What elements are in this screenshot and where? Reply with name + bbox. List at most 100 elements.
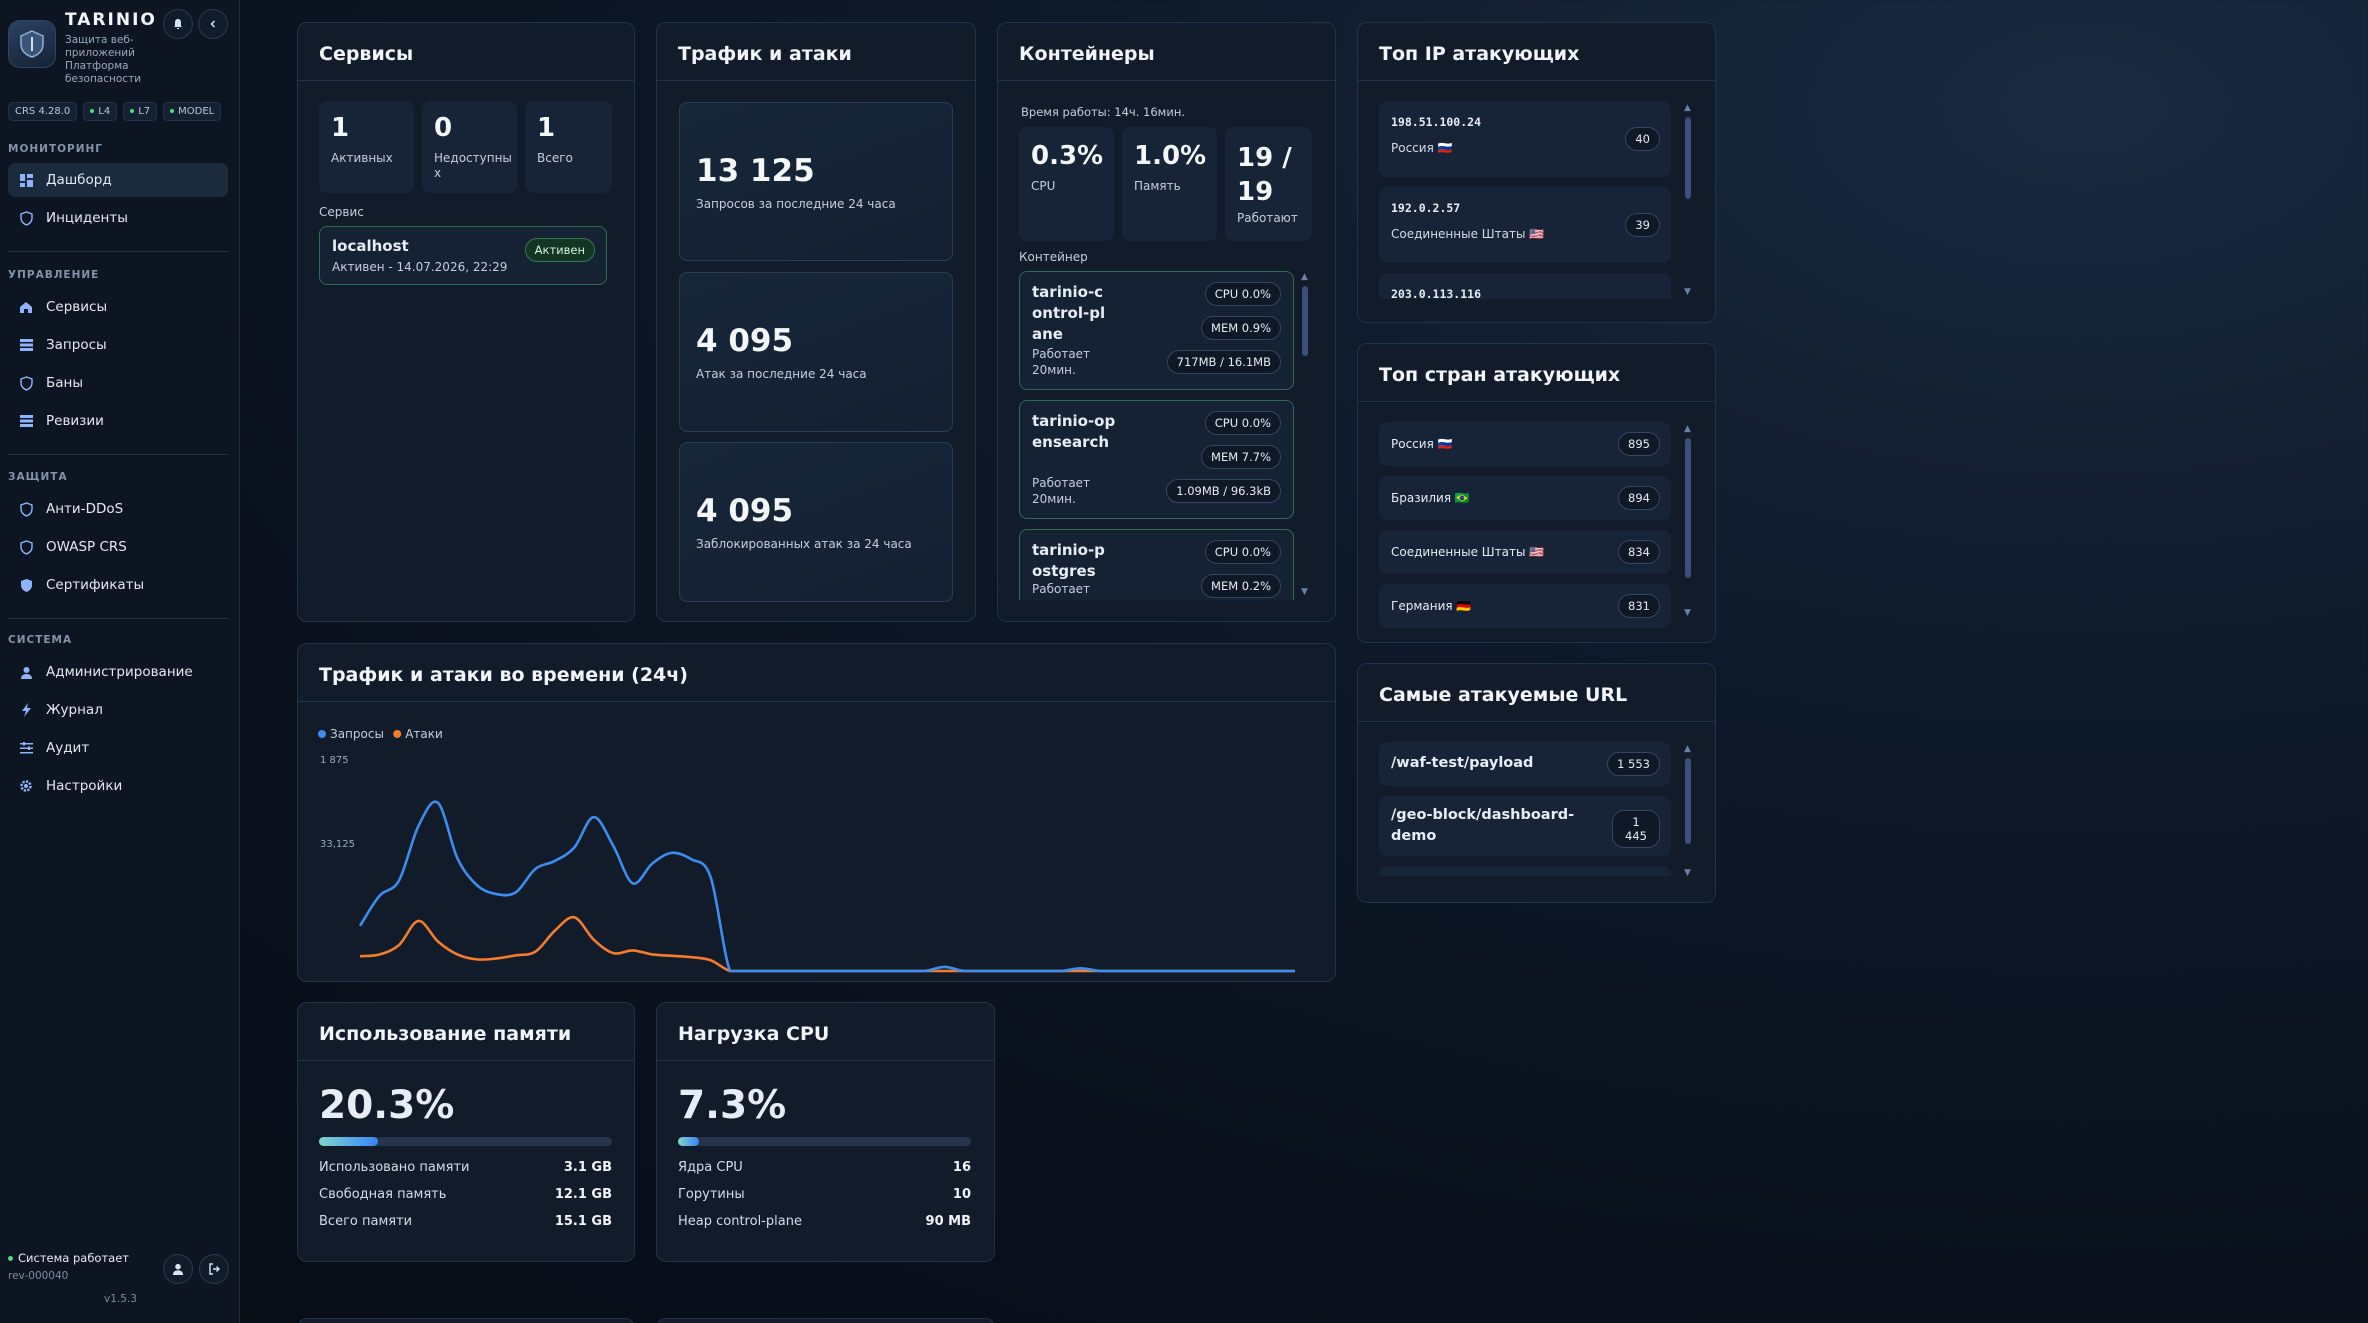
sidebar-item-label: Сервисы	[46, 299, 108, 315]
url-row[interactable]	[1379, 866, 1671, 876]
mem-badge: MEM 0.9%	[1201, 316, 1281, 340]
memory-card: Использование памяти 20.3% Использовано …	[297, 1002, 635, 1262]
sidebar-item-label: Сертификаты	[46, 577, 145, 593]
flag-ru-icon: 🇷🇺	[1437, 141, 1453, 155]
top-ip-card: Топ IP атакующих 198.51.100.24 Россия 🇷🇺…	[1357, 22, 1716, 323]
card-title: Контейнеры	[998, 23, 1335, 81]
scroll-down-icon[interactable]: ▼	[1684, 287, 1691, 297]
top-urls-card: Самые атакуемые URL /waf-test/payload 1 …	[1357, 663, 1716, 903]
url-row[interactable]: /geo-block/dashboard-demo 1 445	[1379, 796, 1671, 856]
container-status: Работает 20мин.	[1032, 347, 1091, 377]
sidebar-item-certificates[interactable]: Сертификаты	[8, 568, 228, 602]
container-item[interactable]: tarinio-control-plane Работает 20мин. CP…	[1019, 271, 1294, 390]
home-icon	[18, 299, 34, 315]
cpu-progress-fill	[678, 1137, 700, 1146]
country-row[interactable]: Бразилия 🇧🇷 894	[1379, 476, 1671, 520]
y-tick-label: 33,125	[320, 839, 355, 850]
url-row[interactable]: /waf-test/payload 1 553	[1379, 742, 1671, 786]
ip-country: Россия 🇷🇺	[1391, 141, 1453, 155]
count-badge: 39	[1625, 213, 1660, 237]
sidebar-item-requests[interactable]: Запросы	[8, 328, 228, 362]
ip-row[interactable]: 203.0.113.116	[1379, 273, 1671, 299]
scrollbar[interactable]	[1302, 286, 1308, 356]
section-management: УПРАВЛЕНИЕ	[8, 269, 100, 281]
next-card-edge	[656, 1318, 995, 1323]
revision-label: rev-000040	[8, 1270, 69, 1282]
sidebar-item-revisions[interactable]: Ревизии	[8, 404, 228, 438]
scrollbar[interactable]	[1685, 758, 1691, 844]
scroll-up-icon[interactable]: ▲	[1684, 424, 1691, 434]
series-line-attacks	[359, 915, 1295, 973]
memory-progress-bar	[319, 1137, 612, 1146]
divider	[8, 454, 228, 455]
sidebar-item-owasp[interactable]: OWASP CRS	[8, 530, 228, 564]
container-status: Работает	[1032, 582, 1091, 596]
count-badge: 1 553	[1607, 752, 1660, 776]
sidebar-item-dashboard[interactable]: Дашборд	[8, 163, 228, 197]
sliders-icon	[18, 740, 34, 756]
sidebar-item-antiddos[interactable]: Анти-DDoS	[8, 492, 228, 526]
card-title: Топ IP атакующих	[1358, 23, 1715, 81]
list-icon	[18, 337, 34, 353]
notifications-button[interactable]	[163, 9, 193, 39]
list-icon	[18, 413, 34, 429]
version-label: v1.5.3	[104, 1293, 137, 1305]
bell-icon	[174, 19, 182, 29]
services-card: Сервисы 1 Активных 0 Недоступны х 1 Всег…	[297, 22, 635, 622]
service-item-localhost[interactable]: localhost Активен - 14.07.2026, 22:29 Ак…	[319, 226, 607, 285]
scroll-down-icon[interactable]: ▼	[1301, 587, 1308, 597]
container-name: tarinio-control-plane	[1032, 283, 1106, 343]
scroll-down-icon[interactable]: ▼	[1684, 608, 1691, 618]
stat-active: 1 Активных	[319, 101, 414, 193]
scroll-up-icon[interactable]: ▲	[1684, 103, 1691, 113]
scrollbar[interactable]	[1685, 438, 1691, 578]
sidebar-item-label: Журнал	[46, 702, 103, 718]
status-badge: Активен	[524, 238, 595, 262]
country-row[interactable]: Россия 🇷🇺 895	[1379, 422, 1671, 466]
stat-requests-24h: 13 125 Запросов за последние 24 часа	[679, 102, 953, 261]
system-status: Система работает	[8, 1251, 129, 1265]
sidebar-item-label: Баны	[46, 375, 84, 391]
flag-ru-icon: 🇷🇺	[1437, 437, 1453, 451]
stat-running: 19 / 19 Работают	[1225, 127, 1312, 241]
sidebar-item-incidents[interactable]: Инциденты	[8, 201, 228, 235]
brand-title: TARINIO	[65, 10, 157, 30]
section-protection: ЗАЩИТА	[8, 471, 68, 483]
logout-button[interactable]	[199, 1254, 229, 1284]
sidebar-item-label: Ревизии	[46, 413, 104, 429]
scroll-up-icon[interactable]: ▲	[1301, 272, 1308, 282]
ip-row[interactable]: 198.51.100.24 Россия 🇷🇺 40	[1379, 101, 1671, 177]
sidebar-item-journal[interactable]: Журнал	[8, 693, 228, 727]
traffic-card: Трафик и атаки 13 125 Запросов за послед…	[656, 22, 976, 622]
stat-total: 1 Всего	[525, 101, 612, 193]
cpu-row: Ядра CPU 16	[678, 1160, 971, 1175]
user-icon	[172, 1263, 184, 1275]
sidebar-item-settings[interactable]: Настройки	[8, 769, 228, 803]
sidebar-item-administration[interactable]: Администрирование	[8, 655, 228, 689]
country-row[interactable]: Соединенные Штаты 🇺🇸 834	[1379, 530, 1671, 574]
scroll-down-icon[interactable]: ▼	[1684, 868, 1691, 878]
brand-subtitle: Защита веб-приложений Платформа безопасн…	[65, 34, 142, 85]
flag-us-icon: 🇺🇸	[1529, 227, 1545, 241]
mem-badge: MEM 0.2%	[1201, 574, 1281, 598]
scroll-up-icon[interactable]: ▲	[1684, 744, 1691, 754]
country-row[interactable]: Германия 🇩🇪 831	[1379, 584, 1671, 628]
scrollbar[interactable]	[1685, 117, 1691, 199]
container-status: Работает 20мин.	[1032, 476, 1091, 506]
ip-row[interactable]: 192.0.2.57 Соединенные Штаты 🇺🇸 39	[1379, 187, 1671, 263]
cpu-progress-bar	[678, 1137, 971, 1146]
tag-l4: L4	[83, 102, 118, 121]
brand: TARINIO Защита веб-приложений Платформа …	[8, 8, 232, 85]
collapse-sidebar-button[interactable]	[198, 9, 228, 39]
y-tick-label: 1 875	[320, 755, 349, 766]
sidebar-item-services[interactable]: Сервисы	[8, 290, 228, 324]
container-item[interactable]: tarinio-opensearch Работает 20мин. CPU 0…	[1019, 400, 1294, 519]
profile-button[interactable]	[163, 1254, 193, 1284]
card-title: Топ стран атакующих	[1358, 344, 1715, 402]
country-name: Соединенные Штаты 🇺🇸	[1391, 545, 1545, 559]
sidebar-item-bans[interactable]: Баны	[8, 366, 228, 400]
flag-us-icon: 🇺🇸	[1529, 545, 1545, 559]
sidebar-item-audit[interactable]: Аудит	[8, 731, 228, 765]
cpu-badge: CPU 0.0%	[1204, 282, 1281, 306]
user-icon	[18, 664, 34, 680]
